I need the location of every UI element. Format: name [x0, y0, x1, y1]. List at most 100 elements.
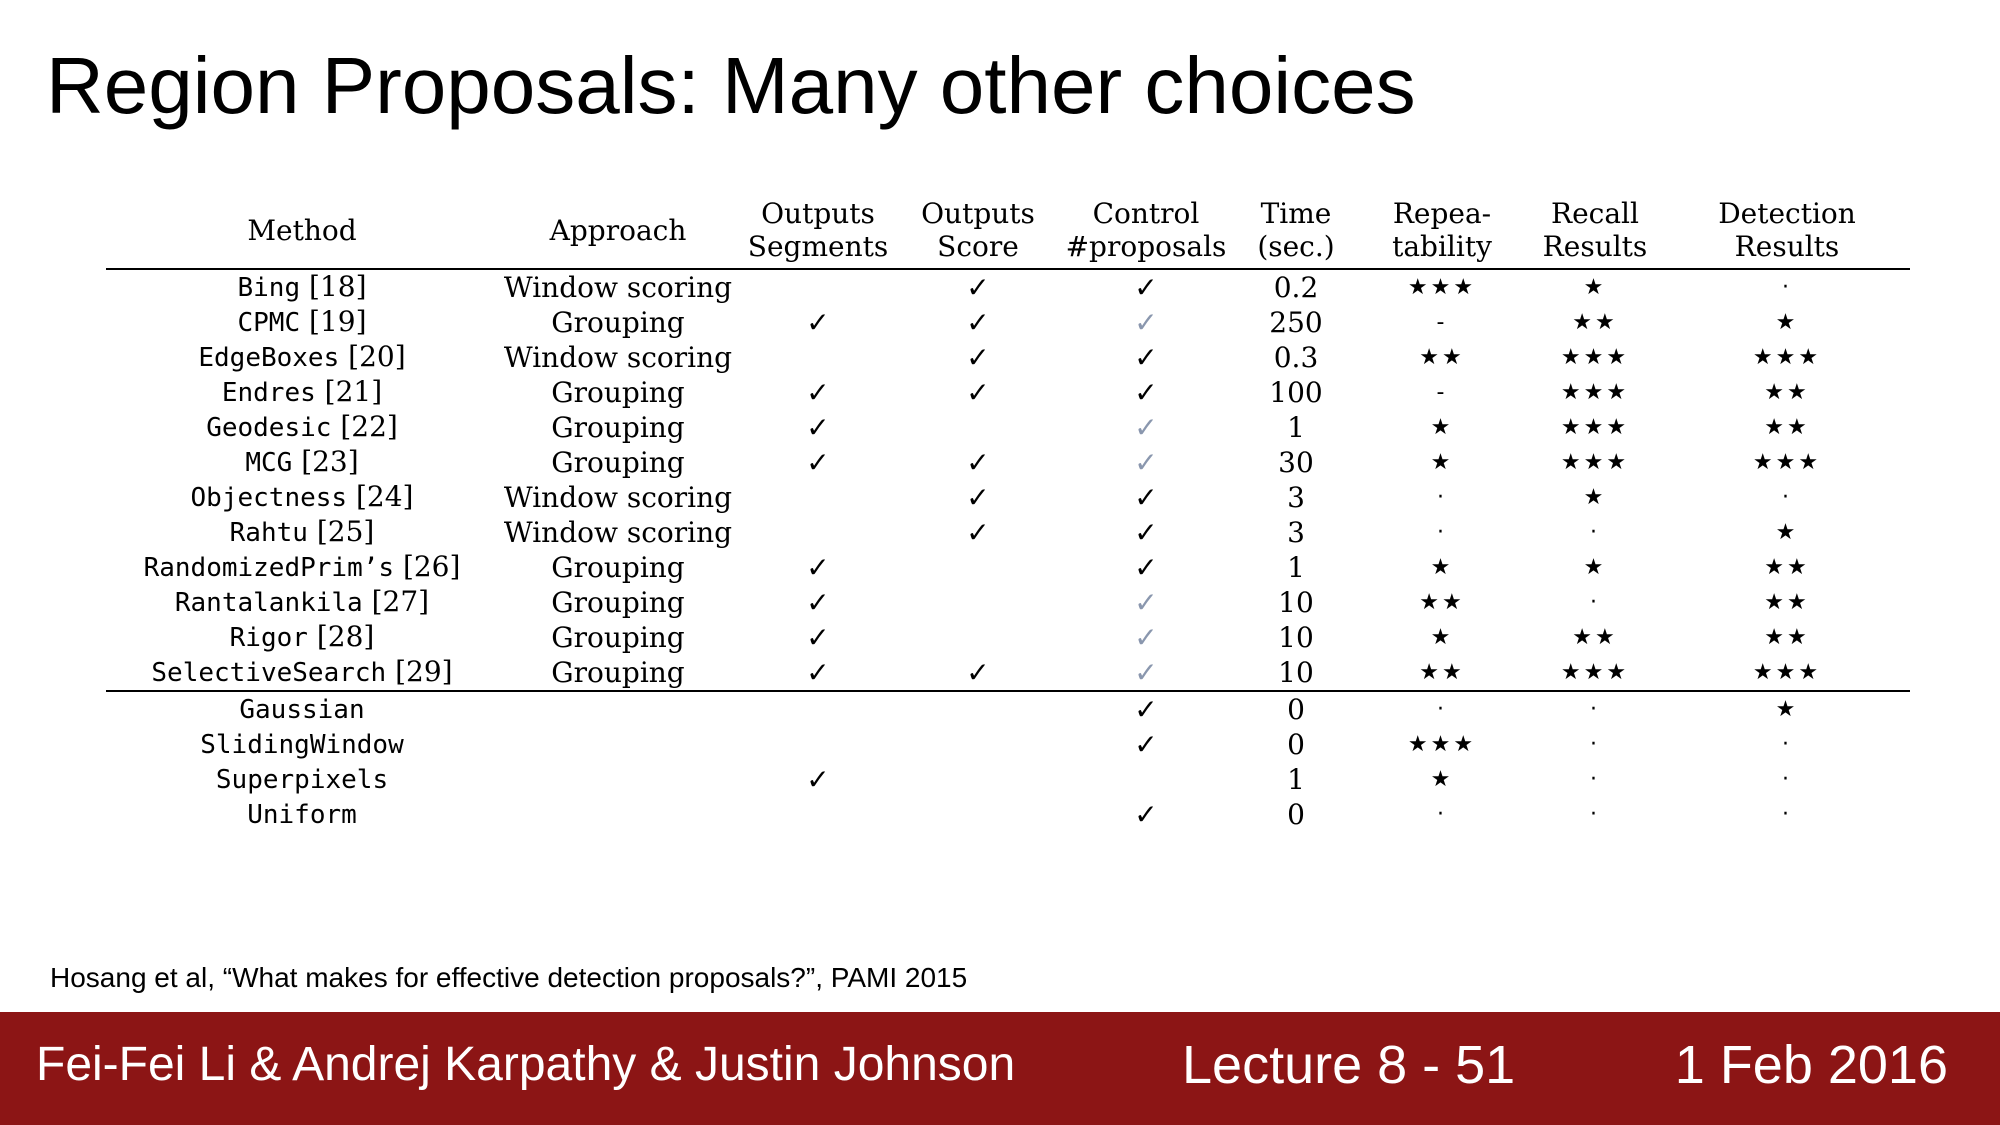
cell-approach: Grouping [551, 551, 685, 584]
method-name: Geodesic [206, 413, 332, 443]
cell-outputs-score [898, 762, 1058, 797]
cell-time: 3 [1287, 516, 1305, 549]
method-name: SelectiveSearch [151, 658, 387, 688]
header-control-proposals: Control #proposals [1058, 192, 1234, 270]
cell-time: 0.3 [1273, 341, 1319, 374]
method-name: Objectness [190, 483, 348, 513]
cell-repeatability: - [1436, 310, 1448, 335]
slide-title: Region Proposals: Many other choices [46, 41, 1416, 130]
header-approach: Approach [498, 192, 738, 270]
table-row: SelectiveSearch [29] Grouping ✓ ✓ ✓ 10 ★★ ★★★ ★★… [106, 655, 1910, 692]
cell-repeatability: · [1437, 697, 1447, 722]
cell-detection-results: ★★ [1764, 380, 1810, 405]
cell-method: Bing [18] [106, 269, 498, 305]
cell-time: 10 [1234, 655, 1358, 692]
cell-approach: Window scoring [503, 341, 733, 374]
cell-outputs-segments: ✓ [738, 655, 898, 692]
cell-control-proposals: ✓ [1134, 341, 1158, 374]
cell-repeatability: ★ [1430, 555, 1454, 580]
cell-outputs-score: ✓ [966, 376, 990, 409]
cell-method: Rahtu [25] [106, 515, 498, 550]
cell-repeatability: ★★ [1419, 345, 1465, 370]
cell-control-proposals [1058, 762, 1234, 797]
method-reference: [24] [355, 480, 414, 513]
method-name: Uniform [247, 800, 357, 830]
cell-time: 10 [1278, 586, 1314, 619]
cell-outputs-segments [738, 480, 898, 515]
method-reference: [21] [324, 375, 383, 408]
method-name: Rantalankila [174, 588, 363, 618]
method-reference: [22] [340, 410, 398, 443]
cell-method: Geodesic [22] [106, 410, 498, 445]
cell-outputs-score: ✓ [898, 655, 1058, 692]
cell-recall-results: ★★★ [1560, 345, 1630, 370]
cell-approach [498, 797, 738, 832]
table-row: SlidingWindow ✓ 0 ★★★ · · [106, 727, 1910, 762]
header-outputs-score: Outputs Score [898, 192, 1058, 270]
cell-repeatability: - [1436, 380, 1448, 405]
cell-method: MCG [23] [106, 445, 498, 480]
table-row: Uniform ✓ 0 · · · [106, 797, 1910, 832]
cell-control-proposals: ✓ [1134, 481, 1158, 514]
cell-time: 30 [1278, 446, 1314, 479]
method-name: RandomizedPrim’s [143, 553, 395, 583]
cell-method: SelectiveSearch [29] [106, 655, 498, 692]
cell-outputs-segments [738, 691, 898, 727]
cell-approach: Grouping [498, 655, 738, 692]
cell-detection-results: ★ [1775, 520, 1799, 545]
cell-repeatability: · [1437, 520, 1447, 545]
cell-approach: Window scoring [503, 481, 733, 514]
cell-approach [498, 727, 738, 762]
cell-detection-results: · [1782, 485, 1792, 510]
cell-approach: Grouping [551, 621, 685, 654]
proposal-methods-table-container: Method Approach Outputs Segments Outputs S… [106, 192, 1910, 832]
cell-recall-results: · [1590, 590, 1600, 615]
cell-time: 100 [1269, 376, 1323, 409]
cell-repeatability: ★★ [1419, 590, 1465, 615]
cell-time: 1 [1287, 763, 1305, 796]
method-name: SlidingWindow [200, 730, 404, 760]
table-row: Geodesic [22] Grouping ✓ ✓ 1 ★ ★★★ ★★ [106, 410, 1910, 445]
cell-control-proposals: ✓ [1134, 551, 1158, 584]
method-name: CPMC [237, 308, 301, 338]
footer-date: 1 Feb 2016 [1674, 1035, 1948, 1095]
cell-detection-results: · [1782, 275, 1792, 300]
citation-text: Hosang et al, “What makes for effective … [50, 962, 968, 993]
cell-method: Objectness [24] [106, 480, 498, 515]
cell-time: 0 [1287, 693, 1305, 726]
cell-detection-results: ★★★ [1664, 655, 1910, 692]
cell-repeatability: ★ [1430, 415, 1454, 440]
cell-outputs-score [898, 550, 1058, 585]
cell-method: EdgeBoxes [20] [106, 340, 498, 375]
cell-method: Rigor [28] [106, 620, 498, 655]
cell-recall-results: ★ [1583, 485, 1607, 510]
method-reference: [29] [395, 655, 453, 688]
cell-outputs-segments [738, 269, 898, 305]
cell-time: 1 [1287, 411, 1305, 444]
cell-outputs-segments: ✓ [806, 763, 830, 796]
cell-repeatability: ★ [1430, 625, 1454, 650]
cell-recall-results: ★ [1583, 555, 1607, 580]
cell-control-proposals: ✓ [1134, 516, 1158, 549]
cell-outputs-score [898, 585, 1058, 620]
cell-recall-results: · [1590, 767, 1600, 792]
cell-control-proposals: ✓ [1134, 271, 1158, 304]
cell-repeatability: · [1437, 802, 1447, 827]
cell-recall-results: · [1590, 802, 1600, 827]
cell-outputs-score [898, 727, 1058, 762]
cell-outputs-score: ✓ [966, 481, 990, 514]
cell-detection-results: ★★★ [1752, 345, 1822, 370]
cell-time: 10 [1278, 621, 1314, 654]
cell-method: Superpixels [106, 762, 498, 797]
footer-lecture-number: Lecture 8 - 51 [1182, 1035, 1516, 1095]
table-row: Rantalankila [27] Grouping ✓ ✓ 10 ★★ · ★★ [106, 585, 1910, 620]
cell-outputs-score [898, 620, 1058, 655]
cell-approach: Grouping [551, 446, 685, 479]
cell-recall-results: · [1590, 697, 1600, 722]
method-reference: [27] [371, 585, 430, 618]
cell-control-proposals: ✓ [1134, 376, 1158, 409]
table-row: CPMC [19] Grouping ✓ ✓ ✓ 250- ★★ ★ [106, 305, 1910, 340]
table-row: Bing [18] Window scoring ✓ ✓ 0.2 ★★★ ★ · [106, 269, 1910, 305]
cell-time: 0 [1287, 728, 1305, 761]
cell-approach: Grouping [551, 411, 685, 444]
